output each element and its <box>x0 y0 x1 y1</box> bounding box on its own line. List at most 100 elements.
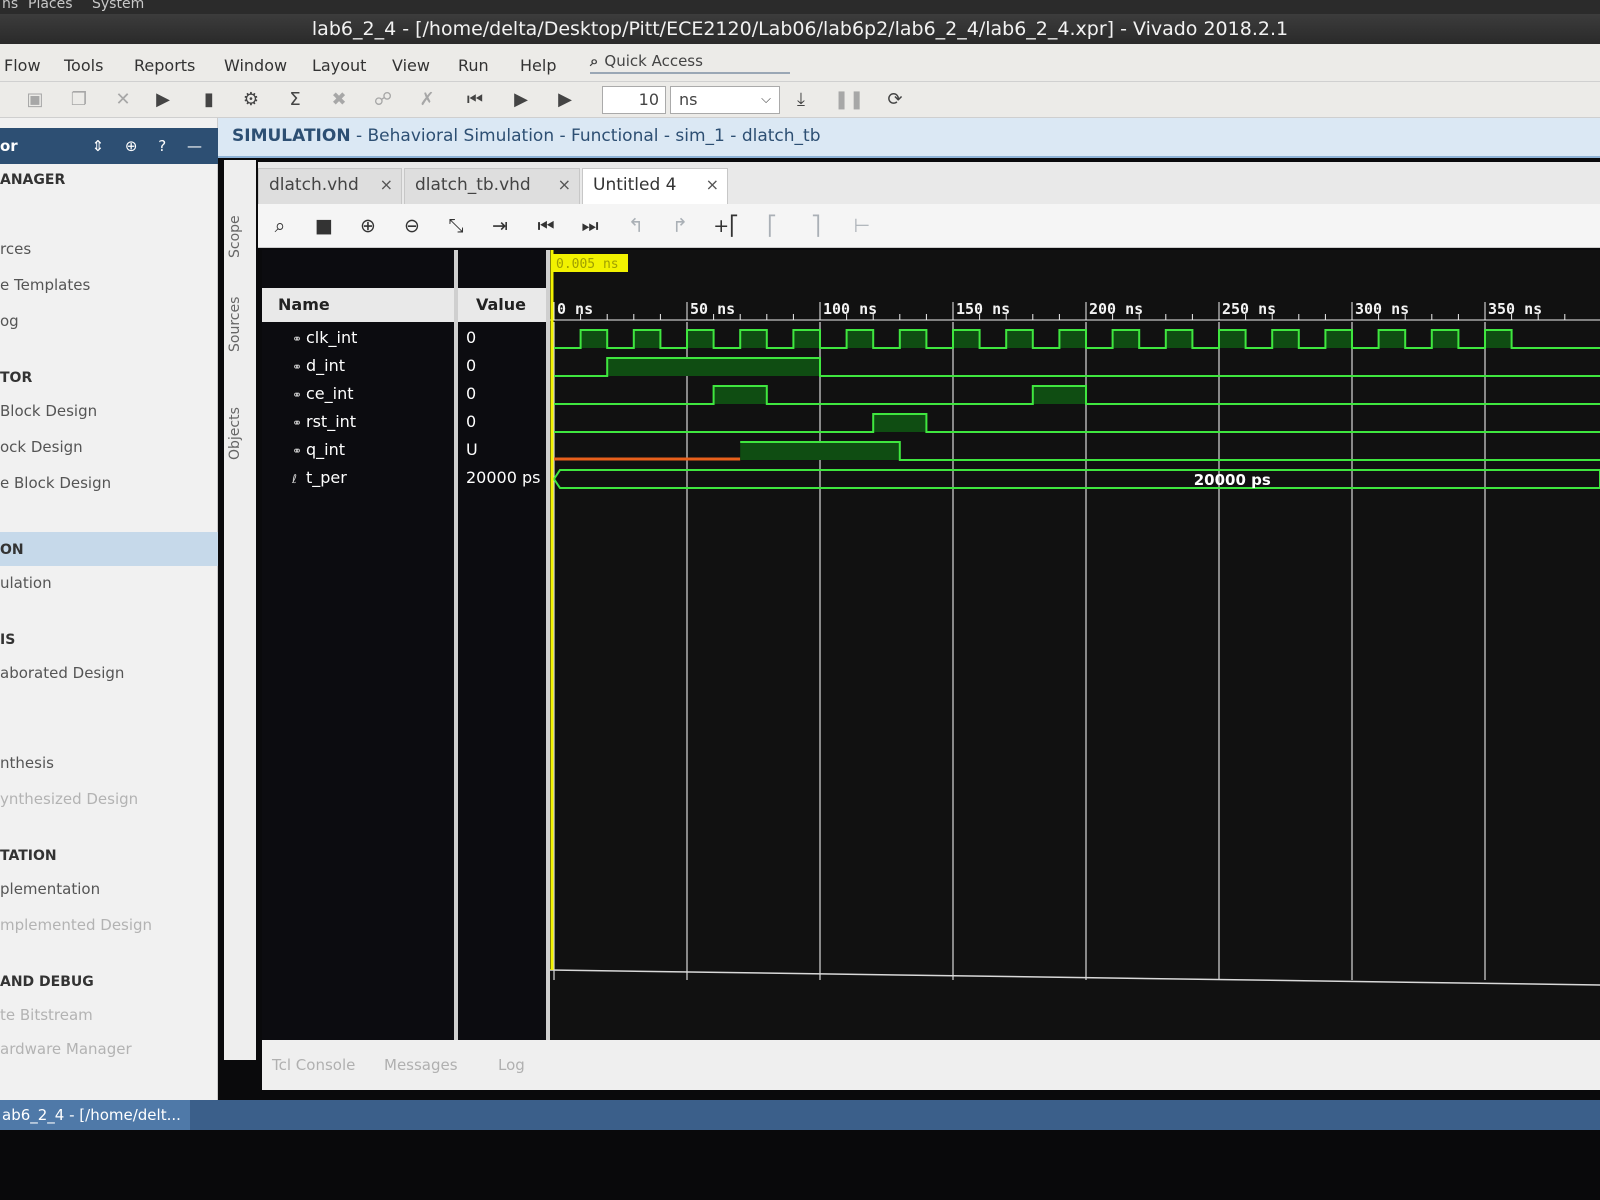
nav-item[interactable]: te Bitstream <box>0 1006 93 1024</box>
close-icon[interactable]: × <box>557 175 571 194</box>
bus-waveform <box>553 469 1600 489</box>
tab-log[interactable]: Log <box>498 1056 525 1074</box>
panel-controls-icon[interactable]: ⇕ ⊕ ? — <box>91 137 210 155</box>
signal-row-d-int[interactable]: ⚭ d_int <box>292 352 345 380</box>
system-menu-item[interactable]: System <box>92 0 145 12</box>
sigma-icon[interactable]: Σ <box>289 89 301 110</box>
waveform-canvas[interactable]: 0 ns 50 ns 100 ns 150 ns 200 ns 250 ns 300 ns 3… <box>550 250 1600 1040</box>
close-icon[interactable]: × <box>705 175 719 194</box>
tab-dlatch-vhd[interactable]: dlatch.vhd × <box>258 168 402 204</box>
tab-dlatch-tb-vhd[interactable]: dlatch_tb.vhd × <box>404 168 580 204</box>
menu-tools[interactable]: Tools <box>64 56 104 75</box>
chevron-down-icon: ⌵ <box>761 92 771 107</box>
step-icon[interactable]: ▮ <box>204 89 214 110</box>
bit-waveform <box>554 357 1600 377</box>
taskbar-window-button[interactable]: ab6_2_4 - [/home/delt... <box>0 1100 190 1130</box>
quick-access-search[interactable]: ⌕ Quick Access <box>590 48 790 74</box>
run-for-icon[interactable]: ▶ <box>558 89 572 110</box>
save-icon[interactable]: ▣ <box>26 89 44 110</box>
menu-help[interactable]: Help <box>520 56 557 75</box>
previous-transition-icon[interactable]: ↰ <box>628 215 644 237</box>
zoom-out-icon[interactable]: ⊖ <box>404 215 420 237</box>
search-icon[interactable]: ⌕ <box>274 215 286 237</box>
signal-row-rst-int[interactable]: ⚭ rst_int <box>292 408 356 436</box>
menu-window[interactable]: Window <box>224 56 288 75</box>
break-icon[interactable]: ⤓ <box>797 89 805 110</box>
copy-icon[interactable]: ❐ <box>70 89 88 110</box>
add-marker-icon[interactable]: +⎡ <box>713 215 739 237</box>
nav-item[interactable]: aborated Design <box>0 664 125 682</box>
nav-item[interactable]: e Templates <box>0 276 91 294</box>
value-column-header[interactable]: Value <box>458 288 546 322</box>
signal-row-ce-int[interactable]: ⚭ ce_int <box>292 380 354 408</box>
next-transition-icon[interactable]: ↱ <box>672 215 688 237</box>
nav-section-simulation[interactable]: ON <box>0 542 24 558</box>
nav-item[interactable]: ock Design <box>0 438 83 456</box>
run-time-unit-value: ns <box>679 90 698 109</box>
menu-run[interactable]: Run <box>458 56 489 75</box>
signal-row-q-int[interactable]: ⚭ q_int <box>292 436 345 464</box>
nav-item[interactable]: mplemented Design <box>0 916 153 934</box>
tab-tcl-console[interactable]: Tcl Console <box>272 1056 356 1074</box>
nav-item[interactable]: ardware Manager <box>0 1040 132 1058</box>
signal-name: d_int <box>306 356 346 375</box>
tab-objects[interactable]: Objects <box>227 407 253 476</box>
menu-layout[interactable]: Layout <box>312 56 367 75</box>
ruler-tick-label: 350 ns <box>1488 300 1542 318</box>
run-time-input[interactable]: 10 <box>602 86 666 114</box>
signal-name: q_int <box>306 440 346 459</box>
high-level-fill <box>740 330 767 348</box>
signal-value: U <box>466 440 478 459</box>
swap-cursors-icon[interactable]: ⊢ <box>853 215 871 237</box>
run-time-unit-select[interactable]: ns ⌵ <box>670 86 780 114</box>
nav-item[interactable]: rces <box>0 240 32 258</box>
ruler-tick-label: 250 ns <box>1222 300 1276 318</box>
signal-row-t-per[interactable]: ℓ t_per <box>292 464 347 492</box>
pause-icon[interactable]: ❚❚ <box>834 89 865 110</box>
column-splitter[interactable] <box>546 250 550 1040</box>
nav-item[interactable]: nthesis <box>0 754 54 772</box>
close-icon[interactable]: × <box>379 175 393 194</box>
nav-item[interactable]: og <box>0 312 19 330</box>
system-menu-item[interactable]: Places <box>28 0 73 12</box>
ruler-tick-label: 150 ns <box>956 300 1010 318</box>
restart-icon[interactable]: ⏮ <box>466 89 484 110</box>
signal-row-clk-int[interactable]: ⚭ clk_int <box>292 324 357 352</box>
go-to-cursor-icon[interactable]: ⇥ <box>492 215 508 237</box>
tab-sources-label: Sources <box>227 296 243 352</box>
nav-item[interactable]: plementation <box>0 880 101 898</box>
menu-reports[interactable]: Reports <box>134 56 196 75</box>
delete-icon[interactable]: ✕ <box>115 89 131 110</box>
run-icon[interactable]: ▶ <box>156 89 170 110</box>
high-level-fill <box>740 442 900 460</box>
nav-item[interactable]: ulation <box>0 574 52 592</box>
link-icon[interactable]: ☍ <box>373 89 393 110</box>
relaunch-icon[interactable]: ⟳ <box>887 89 903 110</box>
menu-flow[interactable]: Flow <box>4 56 41 75</box>
tab-sources[interactable]: Sources <box>227 297 253 368</box>
nav-item[interactable]: e Block Design <box>0 474 112 492</box>
nav-item[interactable]: ynthesized Design <box>0 790 139 808</box>
go-to-start-icon[interactable]: ⏮ <box>537 215 555 237</box>
menu-view[interactable]: View <box>392 56 430 75</box>
save-icon[interactable]: ■ <box>315 215 333 237</box>
tab-scope[interactable]: Scope <box>227 215 253 274</box>
tab-messages[interactable]: Messages <box>384 1056 458 1074</box>
previous-marker-icon[interactable]: ⎡ <box>767 215 777 237</box>
column-splitter[interactable] <box>454 250 458 1040</box>
zoom-fit-icon[interactable]: ⤡ <box>448 215 464 237</box>
cut-icon[interactable]: ✖ <box>331 89 347 110</box>
name-column-header[interactable]: Name <box>262 288 454 322</box>
settings-icon[interactable]: ⚙ <box>242 89 260 110</box>
next-marker-icon[interactable]: ⎤ <box>811 215 821 237</box>
tab-untitled-4[interactable]: Untitled 4 × <box>582 168 728 204</box>
flow-navigator-header: or ⇕ ⊕ ? — <box>0 128 218 164</box>
screen-bezel <box>0 1130 1600 1200</box>
cross-icon[interactable]: ✗ <box>419 89 435 110</box>
nav-item[interactable]: Block Design <box>0 402 98 420</box>
zoom-in-icon[interactable]: ⊕ <box>360 215 376 237</box>
signal-value: 0 <box>466 412 477 431</box>
go-to-end-icon[interactable]: ⏭ <box>581 215 599 237</box>
system-menu-item[interactable]: ns <box>2 0 19 12</box>
run-all-icon[interactable]: ▶ <box>514 89 528 110</box>
